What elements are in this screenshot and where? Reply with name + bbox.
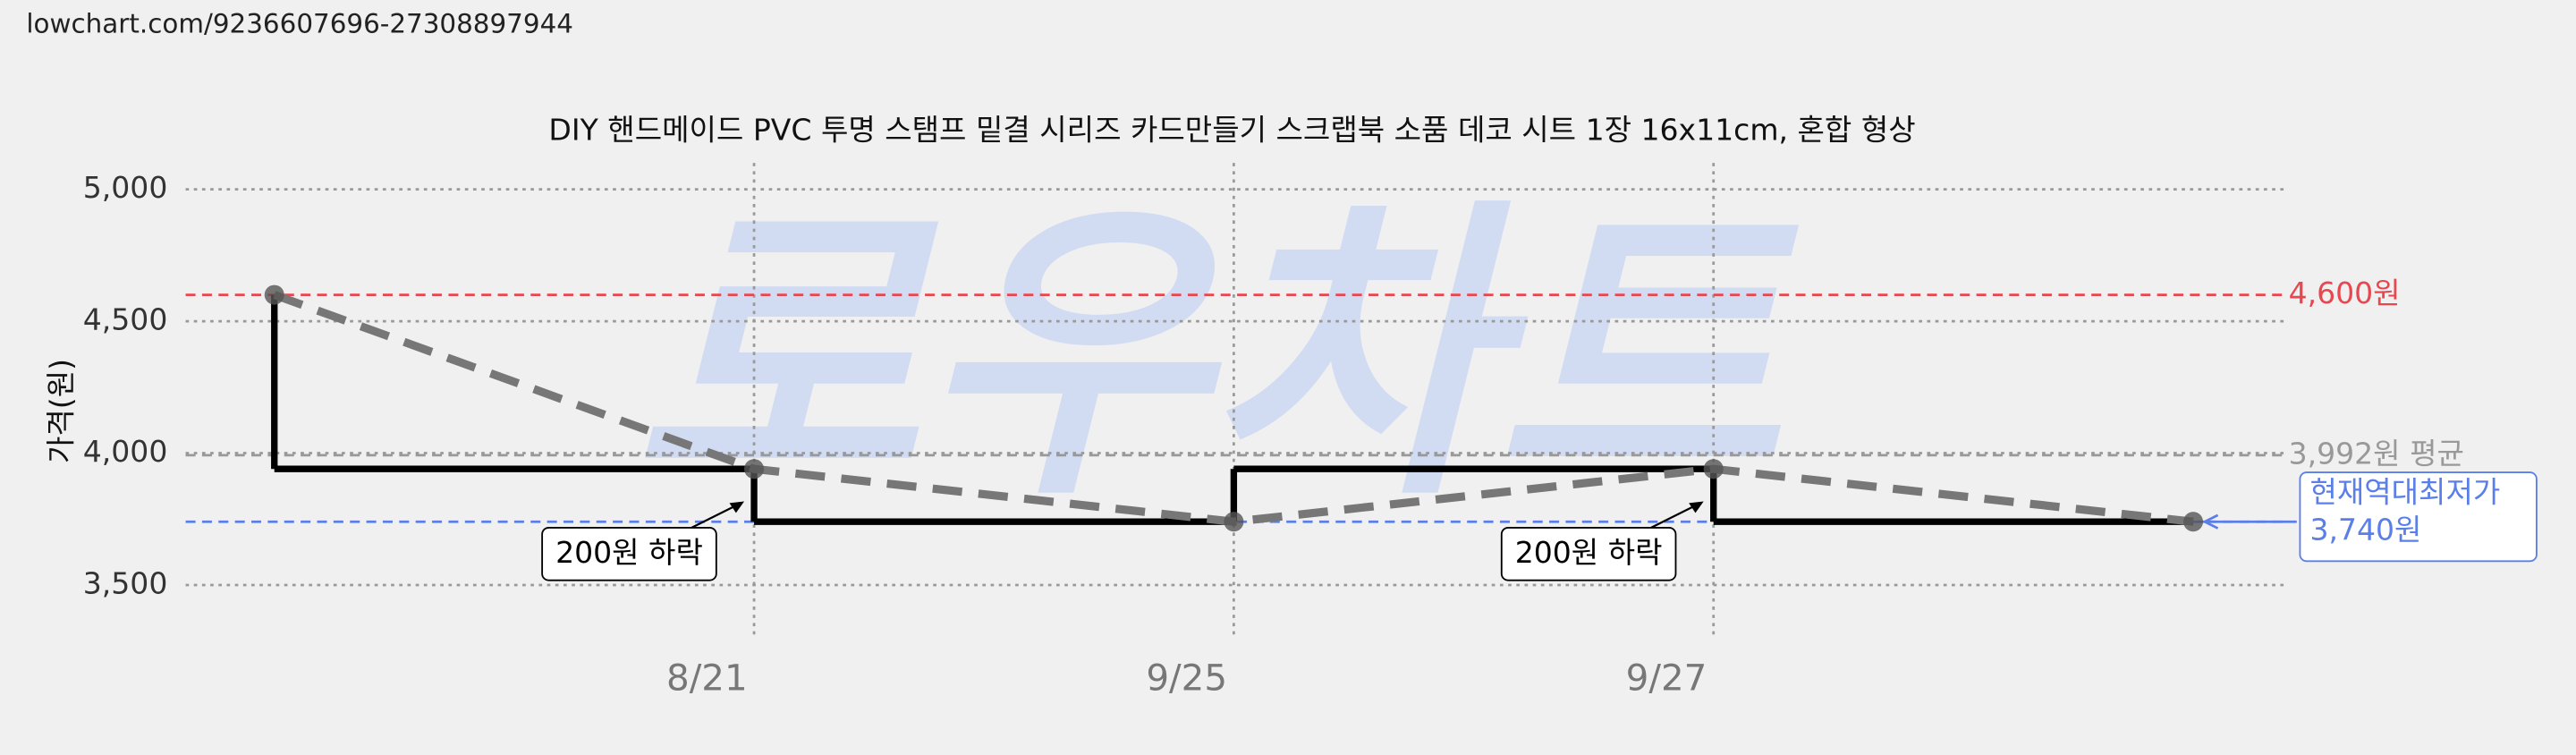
x-tick-label: 8/21 bbox=[666, 657, 748, 700]
x-tick-label: 9/25 bbox=[1146, 657, 1227, 700]
y-tick-label: 4,500 bbox=[83, 302, 168, 337]
min-arrow bbox=[2198, 513, 2297, 530]
y-tick-label: 4,000 bbox=[83, 434, 168, 469]
price-point bbox=[264, 284, 284, 305]
min-label-box bbox=[2299, 471, 2538, 563]
annotation: 200원 하락 bbox=[555, 535, 703, 570]
price-point bbox=[2183, 512, 2204, 532]
reference-label: 3,992원 평균 bbox=[2289, 436, 2464, 471]
url: lowchart.com/9236607696-27308897944 bbox=[26, 8, 573, 38]
chart-title: DIY 핸드메이드 PVC 투명 스탬프 밑결 시리즈 카드만들기 스크랩북 소… bbox=[548, 113, 1915, 148]
price-point bbox=[1224, 512, 1244, 532]
annotation-box bbox=[541, 526, 717, 581]
x-tick-label: 9/27 bbox=[1626, 657, 1707, 700]
annotation-arrowhead bbox=[1689, 501, 1704, 513]
annotation: 200원 하락 bbox=[1515, 535, 1663, 570]
price-point bbox=[1703, 459, 1724, 479]
annotation-box bbox=[1500, 526, 1677, 581]
price-point bbox=[744, 459, 765, 479]
min-label: 현재역대최저가 bbox=[2309, 474, 2500, 509]
y-tick-label: 5,000 bbox=[83, 170, 168, 205]
watermark: 로우차트 bbox=[633, 174, 1802, 538]
reference-label: 4,600원 bbox=[2289, 276, 2401, 310]
y-tick-label: 3,500 bbox=[83, 565, 168, 600]
annotation-arrowhead bbox=[729, 501, 745, 513]
min-value-label: 3,740원 bbox=[2309, 513, 2421, 547]
y-axis-label: 가격(원) bbox=[43, 359, 78, 463]
